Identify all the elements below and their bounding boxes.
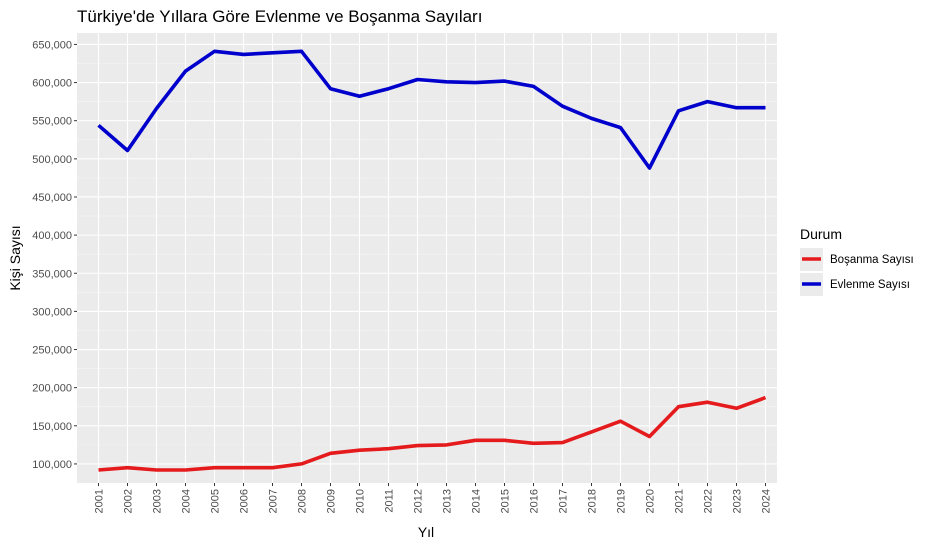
y-tick-label: 300,000 — [32, 306, 72, 318]
x-tick-label: 2017 — [558, 489, 570, 513]
x-tick-label: 2007 — [268, 489, 280, 513]
y-axis-title: Kişi Sayısı — [7, 225, 23, 290]
x-tick-label: 2020 — [645, 489, 657, 513]
x-tick-label: 2001 — [94, 489, 106, 513]
legend-title: Durum — [800, 226, 842, 242]
y-axis: 100,000 150,000 200,000 250,000 300,000 350,0… — [32, 39, 77, 471]
x-tick-label: 2019 — [616, 489, 628, 513]
x-tick-label: 2024 — [761, 489, 773, 513]
series-lines — [97, 49, 767, 472]
y-tick-label: 350,000 — [32, 268, 72, 280]
x-axis-title: Yıl — [418, 524, 434, 540]
x-tick-label: 2006 — [239, 489, 251, 513]
y-tick-label: 550,000 — [32, 116, 72, 128]
x-axis: 2001 2002 2003 2004 2005 2006 2007 2008 2009 2010… — [94, 483, 773, 513]
x-tick-label: 2010 — [355, 489, 367, 513]
x-tick-label: 2011 — [384, 489, 396, 513]
x-tick-label: 2022 — [703, 489, 715, 513]
x-tick-label: 2021 — [674, 489, 686, 513]
x-tick-label: 2013 — [442, 489, 454, 513]
x-tick-label: 2015 — [500, 489, 512, 513]
x-tick-label: 2002 — [123, 489, 135, 513]
plot-panel — [77, 33, 777, 483]
x-tick-label: 2018 — [587, 489, 599, 513]
series-line-evlenme-say-s- — [97, 49, 766, 170]
legend: Durum Boşanma Sayısı Evlenme Sayısı — [800, 226, 914, 296]
x-tick-label: 2005 — [210, 489, 222, 513]
y-tick-label: 100,000 — [32, 459, 72, 471]
chart-title: Türkiye'de Yıllara Göre Evlenme ve Boşan… — [77, 7, 482, 26]
y-tick-label: 400,000 — [32, 230, 72, 242]
y-tick-label: 450,000 — [32, 192, 72, 204]
x-tick-label: 2009 — [326, 489, 338, 513]
y-tick-label: 150,000 — [32, 421, 72, 433]
y-tick-label: 200,000 — [32, 383, 72, 395]
y-tick-label: 600,000 — [32, 78, 72, 90]
x-tick-label: 2003 — [152, 489, 164, 513]
legend-label: Evlenme Sayısı — [830, 279, 910, 291]
series-line-bo-anma-say-s- — [98, 395, 767, 472]
x-tick-label: 2014 — [471, 489, 483, 513]
x-tick-label: 2008 — [297, 489, 309, 513]
legend-label: Boşanma Sayısı — [830, 254, 914, 266]
y-tick-label: 650,000 — [32, 39, 72, 51]
gridlines — [77, 33, 777, 483]
x-tick-label: 2016 — [529, 489, 541, 513]
y-tick-label: 500,000 — [32, 154, 72, 166]
x-tick-label: 2012 — [413, 489, 425, 513]
y-tick-label: 250,000 — [32, 345, 72, 357]
x-tick-label: 2004 — [181, 489, 193, 513]
x-tick-label: 2023 — [732, 489, 744, 513]
